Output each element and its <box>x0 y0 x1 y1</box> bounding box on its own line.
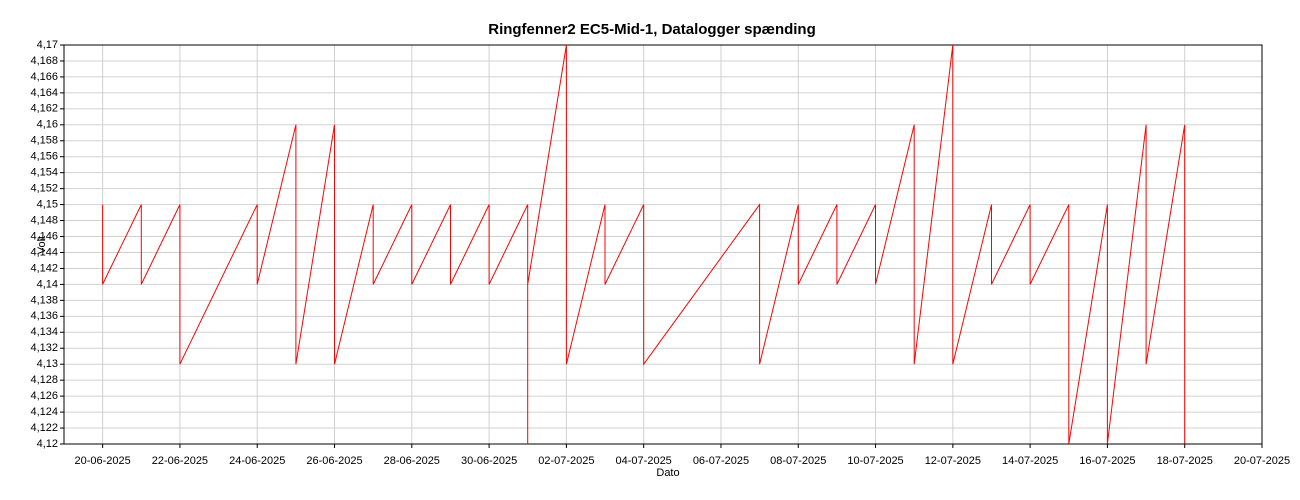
y-tick-label: 4,154 <box>30 167 58 179</box>
y-tick-label: 4,14 <box>37 278 58 290</box>
y-tick-label: 4,148 <box>30 214 58 226</box>
x-tick-label: 18-07-2025 <box>1157 455 1213 467</box>
y-tick-label: 4,15 <box>37 199 58 211</box>
y-tick-label: 4,166 <box>30 71 58 83</box>
y-tick-label: 4,144 <box>30 246 58 258</box>
y-tick-label: 4,168 <box>30 55 58 67</box>
y-axis-label: Volt <box>36 236 48 254</box>
y-tick-label: 4,142 <box>30 262 58 274</box>
y-tick-label: 4,152 <box>30 183 58 195</box>
y-tick-label: 4,138 <box>30 294 58 306</box>
x-tick-label: 10-07-2025 <box>847 455 903 467</box>
y-tick-label: 4,156 <box>30 151 58 163</box>
y-tick-label: 4,162 <box>30 103 58 115</box>
x-tick-label: 26-06-2025 <box>306 455 362 467</box>
x-tick-label: 20-07-2025 <box>1234 455 1290 467</box>
data-line <box>102 44 1186 445</box>
y-tick-label: 4,146 <box>30 230 58 242</box>
y-tick-label: 4,128 <box>30 374 58 386</box>
y-tick-label: 4,12 <box>37 438 58 450</box>
x-axis-label: Dato <box>656 467 679 479</box>
y-tick-label: 4,134 <box>30 326 58 338</box>
x-tick-label: 02-07-2025 <box>538 455 594 467</box>
plot-frame <box>63 44 1263 445</box>
x-tick-label: 28-06-2025 <box>384 455 440 467</box>
chart-title: Ringfenner2 EC5-Mid-1, Datalogger spændi… <box>488 21 816 38</box>
x-tick-label: 16-07-2025 <box>1079 455 1135 467</box>
x-tick-label: 14-07-2025 <box>1002 455 1058 467</box>
y-tick-label: 4,16 <box>37 119 58 131</box>
x-tick-label: 06-07-2025 <box>693 455 749 467</box>
y-tick-label: 4,13 <box>37 358 58 370</box>
y-tick-label: 4,122 <box>30 422 58 434</box>
x-tick-label: 30-06-2025 <box>461 455 517 467</box>
x-tick-label: 12-07-2025 <box>925 455 981 467</box>
y-tick-label: 4,126 <box>30 390 58 402</box>
y-tick-label: 4,132 <box>30 342 58 354</box>
x-tick-label: 22-06-2025 <box>152 455 208 467</box>
y-tick-label: 4,136 <box>30 310 58 322</box>
y-tick-label: 4,17 <box>37 39 58 51</box>
y-tick-label: 4,164 <box>30 87 58 99</box>
y-tick-label: 4,158 <box>30 135 58 147</box>
x-tick-label: 08-07-2025 <box>770 455 826 467</box>
x-tick-label: 04-07-2025 <box>616 455 672 467</box>
x-tick-label: 20-06-2025 <box>75 455 131 467</box>
y-tick-label: 4,124 <box>30 406 58 418</box>
x-tick-label: 24-06-2025 <box>229 455 285 467</box>
